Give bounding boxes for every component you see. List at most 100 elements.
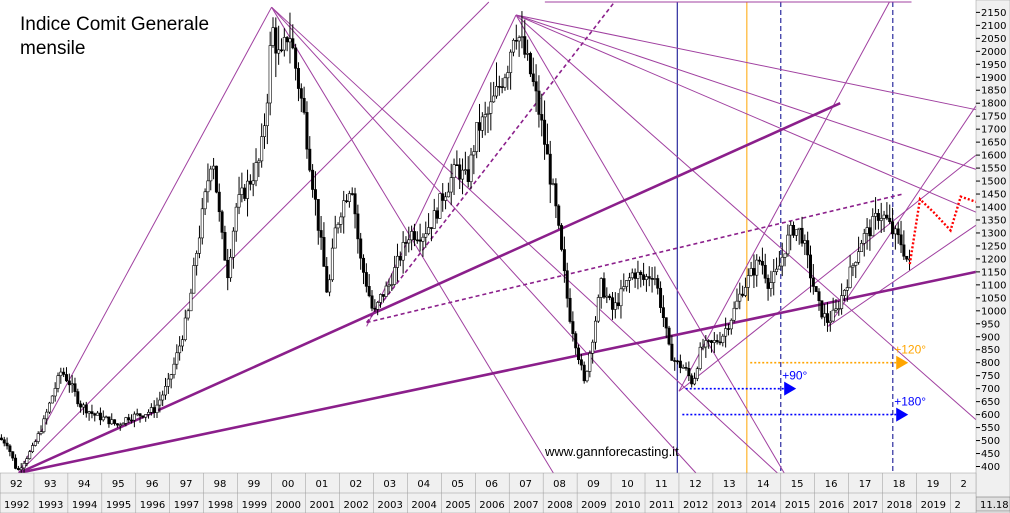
candle-body xyxy=(393,267,397,285)
annotation-label: +90° xyxy=(782,369,807,383)
x-tick-label-year: 2009 xyxy=(581,500,606,511)
candle-body xyxy=(472,151,476,156)
candle-body xyxy=(308,148,312,171)
candle-body xyxy=(511,39,515,53)
gann-line xyxy=(515,14,977,213)
candle-body xyxy=(163,386,167,396)
candle-body xyxy=(248,180,252,185)
candle-body xyxy=(243,187,247,199)
candle-body xyxy=(554,183,558,207)
candle-body xyxy=(161,394,165,401)
candle-body xyxy=(19,467,23,470)
candle-body xyxy=(64,374,68,382)
candle-body xyxy=(31,445,35,452)
candle-body xyxy=(571,321,575,334)
candle-body xyxy=(577,347,581,360)
candle-body xyxy=(659,287,663,308)
x-axis: 92 1992 93 1993 94 1994 95 1995 96 1996 97 1997 98 19… xyxy=(0,472,977,513)
candle-body xyxy=(687,368,691,377)
candle-body xyxy=(25,458,29,464)
candle-body xyxy=(715,340,719,343)
candle-body xyxy=(712,340,716,343)
candle-body xyxy=(724,328,728,337)
candle-body xyxy=(152,407,156,413)
x-tick-label-short: 09 xyxy=(587,479,600,490)
gann-line xyxy=(827,105,977,327)
x-tick-label-short: 11 xyxy=(655,479,668,490)
candle-body xyxy=(186,310,190,319)
y-tick-label: 1250 xyxy=(981,241,1006,252)
candle-body xyxy=(647,276,651,279)
candle-body xyxy=(370,295,374,309)
candle-body xyxy=(633,272,637,279)
candle-body xyxy=(789,224,793,236)
candle-body xyxy=(642,274,646,280)
y-tick-label: 1650 xyxy=(981,138,1006,149)
candle-body xyxy=(438,193,442,219)
candle-body xyxy=(775,268,779,272)
candle-body xyxy=(195,253,199,266)
candle-body xyxy=(138,413,142,417)
candle-body xyxy=(330,247,334,281)
y-tick-label: 1700 xyxy=(981,125,1006,136)
candle-body xyxy=(625,280,629,287)
candle-body xyxy=(627,277,631,281)
candle-body xyxy=(155,404,159,413)
candle-body xyxy=(463,169,467,171)
candle-body xyxy=(520,36,524,38)
candle-body xyxy=(797,227,801,230)
candle-body xyxy=(466,169,470,182)
candle-body xyxy=(401,242,405,261)
candle-body xyxy=(848,266,852,288)
candle-body xyxy=(721,335,725,343)
x-tick-label-short: 13 xyxy=(723,479,736,490)
candle-body xyxy=(605,295,609,298)
candle-body xyxy=(407,239,411,244)
gann-line xyxy=(271,6,697,474)
gann-line xyxy=(515,14,785,474)
candle-body xyxy=(319,230,323,238)
y-tick-label: 1200 xyxy=(981,254,1006,265)
candle-body xyxy=(489,101,493,114)
candle-body xyxy=(33,441,37,446)
candle-body xyxy=(98,412,102,421)
candle-body xyxy=(891,221,895,235)
x-tick-label-short: 05 xyxy=(451,479,464,490)
candle-body xyxy=(596,297,600,322)
candle-body xyxy=(424,233,428,238)
candle-body xyxy=(36,433,40,442)
y-tick-label: 1150 xyxy=(981,267,1006,278)
candle-body xyxy=(0,437,3,441)
candle-body xyxy=(865,227,869,234)
candle-body xyxy=(22,463,26,469)
candle-body xyxy=(707,340,711,342)
x-tick-label-short: 96 xyxy=(146,479,159,490)
candle-body xyxy=(257,160,261,163)
candle-body xyxy=(783,253,787,258)
candle-body xyxy=(630,272,634,279)
candle-body xyxy=(356,213,360,240)
y-tick-label: 950 xyxy=(981,319,1000,330)
candle-body xyxy=(811,277,815,287)
candle-body xyxy=(384,285,388,297)
candle-body xyxy=(435,210,439,219)
candle-body xyxy=(279,49,283,52)
candle-body xyxy=(427,227,431,235)
gann-line xyxy=(271,6,778,474)
candle-body xyxy=(172,363,176,375)
candle-body xyxy=(197,237,201,254)
candle-body xyxy=(345,200,349,202)
candle-body xyxy=(817,291,821,301)
candle-body xyxy=(622,286,626,290)
y-tick-label: 2050 xyxy=(981,34,1006,45)
candle-body xyxy=(336,224,340,229)
candle-body xyxy=(845,287,849,291)
candle-body xyxy=(347,193,351,202)
candle-body xyxy=(718,341,722,344)
x-tick-label-year: 2003 xyxy=(377,500,402,511)
candle-body xyxy=(758,259,762,262)
candle-body xyxy=(296,68,300,89)
candle-body xyxy=(574,333,578,349)
candle-body xyxy=(364,272,368,287)
